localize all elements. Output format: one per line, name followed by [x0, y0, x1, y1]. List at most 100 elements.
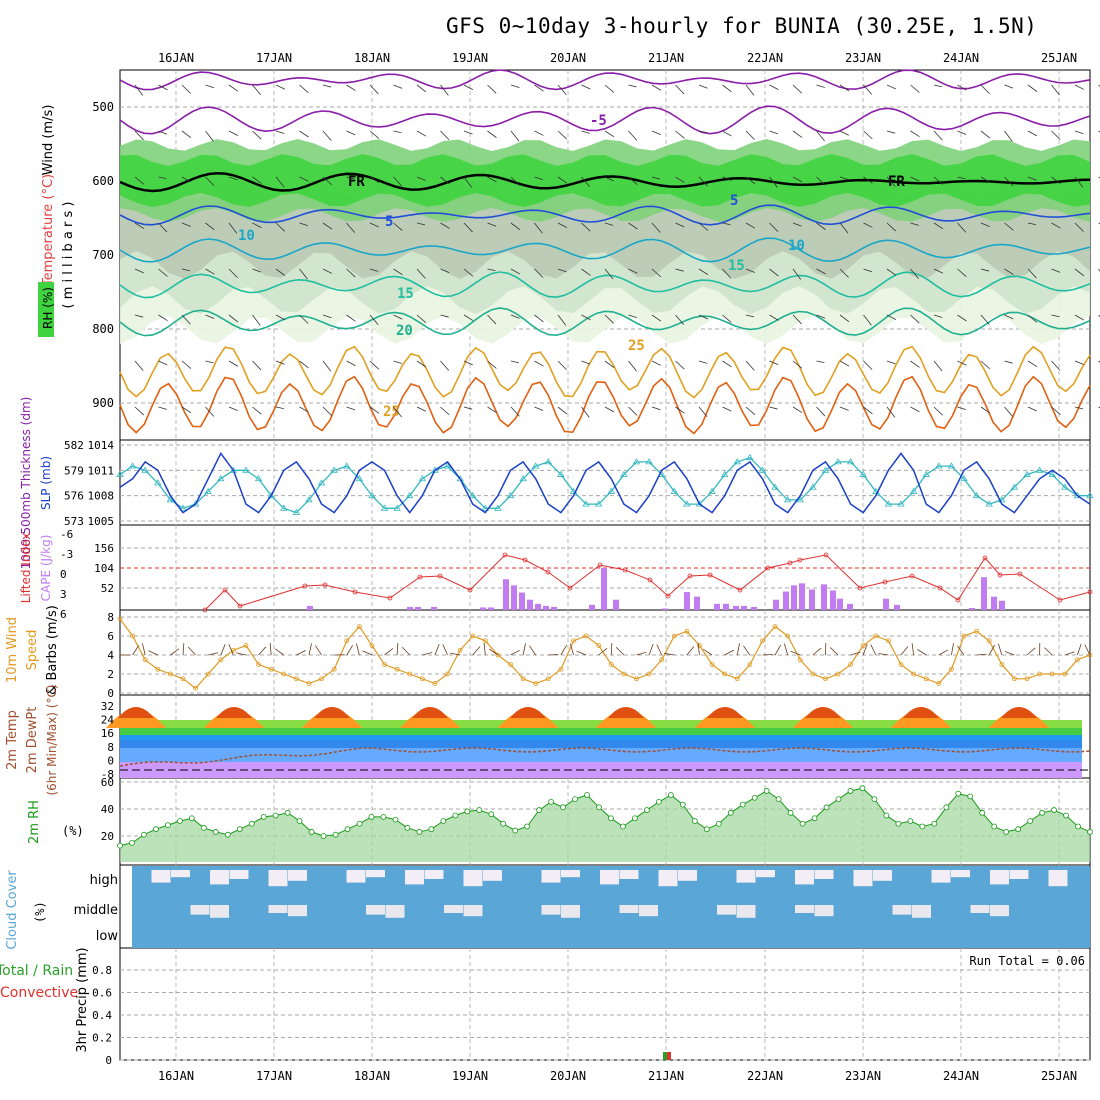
temp-peak-hot [314, 707, 350, 718]
wind-speed-marker [608, 662, 614, 667]
cloud-level-middle: middle [74, 903, 118, 918]
cape-bar [981, 577, 987, 610]
thickness-marker [859, 470, 867, 477]
rh-tick: 40 [101, 803, 114, 816]
date-tick-bottom: 16JAN [158, 1069, 194, 1083]
temp-peak [891, 710, 951, 728]
wind-barb-surface [362, 650, 373, 656]
wind-speed-line [119, 618, 1091, 690]
contour-label: 10 [788, 238, 805, 254]
wind-barb [675, 360, 685, 370]
wind-barb [745, 176, 756, 185]
rh-marker [1027, 818, 1034, 824]
wind-barb-surface [774, 644, 782, 656]
wind-barb [745, 406, 756, 416]
wind-barb [463, 406, 473, 410]
wind-barb-surface [529, 645, 537, 656]
cape-bar [883, 598, 889, 610]
li-marker [202, 607, 208, 613]
wind-speed-marker [646, 671, 652, 677]
wind-barb [393, 84, 403, 89]
wind-barb [510, 84, 520, 89]
wind-barb [839, 268, 849, 278]
wind-barb-surface [208, 652, 219, 656]
thickness-marker [141, 466, 149, 473]
wind-barb [510, 268, 521, 275]
wind-barb [980, 268, 990, 272]
cloud-mid-gap [210, 905, 229, 918]
cloud-mid-gap [444, 905, 463, 913]
rh-tick: 60 [101, 776, 114, 789]
temp-peak-hot [1001, 707, 1037, 718]
cloud-high-gap [561, 870, 580, 878]
cloud-high-gap [268, 870, 288, 887]
thickness-marker [720, 470, 729, 477]
li-marker [647, 577, 653, 583]
rh-marker [488, 811, 495, 818]
li-marker [955, 597, 961, 603]
wind-barb [134, 268, 144, 274]
wind-barb [322, 176, 333, 186]
wind-barb [698, 130, 707, 134]
li-marker [765, 565, 771, 571]
wind-barb [628, 314, 637, 319]
wind-barb [275, 84, 285, 90]
wind-barb [980, 84, 990, 95]
li-marker [622, 567, 628, 573]
wind-barb [205, 406, 215, 417]
wind-barb [675, 406, 685, 414]
wind-barb [393, 176, 403, 187]
temp-contour-20 [119, 307, 1091, 337]
wind-barb [1004, 84, 1014, 89]
wind-barb [675, 84, 685, 95]
date-tick-top: 22JAN [747, 51, 783, 65]
wind-barb [228, 84, 239, 92]
temp-band [120, 728, 1082, 735]
rh-marker [967, 793, 974, 800]
wind-barb [252, 268, 262, 273]
wind-barb [792, 176, 803, 183]
wind-speed-marker [1024, 676, 1030, 682]
thickness-marker [846, 458, 855, 465]
wind-barb [581, 314, 591, 321]
cloud-high-gap [756, 870, 775, 878]
wind-barb [252, 222, 262, 229]
wind-barb [581, 268, 591, 276]
wind-barb-surface [988, 644, 996, 656]
wind-barb [792, 314, 802, 325]
cape-bar [714, 603, 720, 610]
wind-barb [980, 406, 991, 414]
wind-speed-marker [520, 676, 526, 682]
rh-legend-swatch [38, 282, 54, 337]
cloud-high-gap [424, 870, 444, 879]
li-marker [737, 587, 743, 593]
wind-barb [557, 222, 568, 228]
date-tick-bottom: 17JAN [256, 1069, 292, 1083]
rh-marker [153, 826, 159, 833]
contour-label: 5 [730, 193, 738, 209]
thickness-marker [897, 500, 905, 507]
wind-speed-marker [293, 676, 299, 682]
wind-barb [886, 360, 896, 365]
wind-barb [1004, 406, 1014, 417]
rh-marker [1063, 812, 1069, 819]
rh-marker [644, 807, 650, 813]
rh-marker [380, 814, 387, 820]
rh-marker [787, 809, 794, 816]
rh-marker [368, 814, 375, 820]
wind-barb [745, 360, 755, 371]
rh-marker [332, 831, 339, 838]
date-tick-bottom: 21JAN [648, 1069, 684, 1083]
cape-bar [723, 603, 729, 610]
p-tick-label: 500 [92, 100, 114, 114]
wind-barb [369, 314, 379, 326]
wind-speed-marker [634, 676, 639, 682]
run-total: Run Total = 0.06 [969, 954, 1085, 968]
li-marker [567, 585, 573, 591]
wind-speed-marker [193, 685, 198, 691]
wind-barb-surface [434, 643, 440, 656]
wind-barb [628, 176, 638, 186]
cloud-high-gap [795, 870, 814, 885]
temp-peak-hot [608, 707, 644, 718]
wind-barb [346, 406, 356, 411]
